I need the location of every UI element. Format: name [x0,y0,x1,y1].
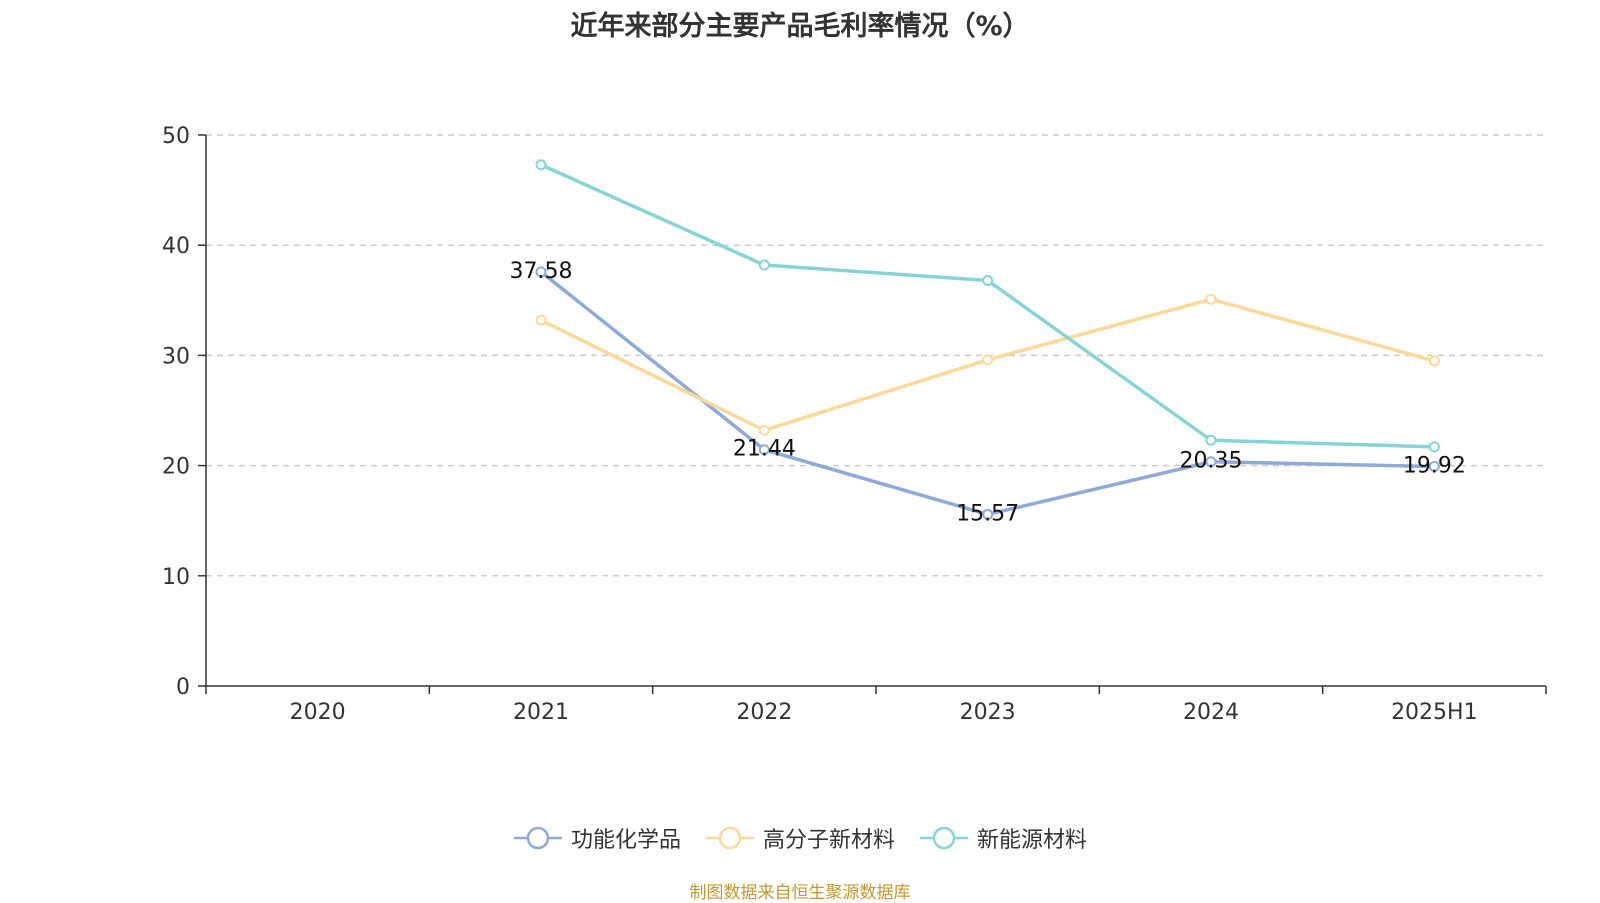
data-point[interactable] [982,508,994,520]
legend-label: 新能源材料 [977,828,1088,853]
data-label: 37.58 [510,259,573,284]
x-tick-label: 2022 [736,700,792,725]
y-tick-label: 10 [162,565,190,590]
data-point[interactable] [535,159,547,171]
data-labels: 37.58 21.44 15.57 20.35 19.92 [510,259,1466,527]
data-point[interactable] [758,424,770,436]
data-point[interactable] [1205,434,1217,446]
legend-marker-icon [705,826,754,850]
data-point[interactable] [758,259,770,271]
data-point[interactable] [535,266,547,278]
y-tick-label: 50 [162,124,190,149]
series-lines [535,159,1440,520]
legend-item[interactable]: 功能化学品 [513,822,681,854]
data-label: 20.35 [1180,449,1243,474]
legend-marker-icon [920,826,968,850]
data-point[interactable] [1205,293,1217,305]
x-tick-label: 2024 [1183,700,1239,725]
chart-title: 近年来部分主要产品毛利率情况（%） [570,11,1030,42]
source-note: 制图数据来自恒生聚源数据库 [689,883,911,903]
y-tick-label: 20 [162,455,190,480]
data-point[interactable] [1428,460,1440,472]
line-chart: 0 10 20 30 40 50 2020 2021 2022 2023 2024 2025H1 37… [162,124,1547,725]
legend-item[interactable]: 新能源材料 [919,822,1087,854]
data-point[interactable] [1428,441,1440,453]
data-point[interactable] [982,274,994,286]
data-point[interactable] [535,314,547,326]
axes: 0 10 20 30 40 50 2020 2021 2022 2023 2024 2025H1 [162,124,1547,725]
x-tick-label: 2023 [960,700,1016,725]
legend-label: 功能化学品 [570,828,681,853]
data-point[interactable] [1428,355,1440,367]
data-point[interactable] [758,444,770,456]
data-label: 19.92 [1403,453,1466,478]
x-tick-label: 2021 [513,700,569,725]
data-point[interactable] [1205,456,1217,468]
legend-item[interactable]: 高分子新材料 [705,822,895,854]
data-label: 15.57 [956,501,1019,526]
legend: 功能化学品 高分子新材料 新能源材料 [0,822,1600,854]
x-tick-label: 2020 [290,700,346,725]
grid-lines [206,134,1546,577]
series-line-0 [539,270,1435,517]
data-point[interactable] [982,354,994,366]
y-tick-label: 40 [162,234,190,259]
data-label: 21.44 [733,437,796,462]
legend-label: 高分子新材料 [762,828,895,853]
legend-marker-icon [513,826,562,850]
y-tick-label: 0 [176,675,190,700]
y-tick-label: 30 [162,344,190,369]
series-line-2 [540,163,1435,449]
x-tick-label: 2025H1 [1391,700,1478,725]
